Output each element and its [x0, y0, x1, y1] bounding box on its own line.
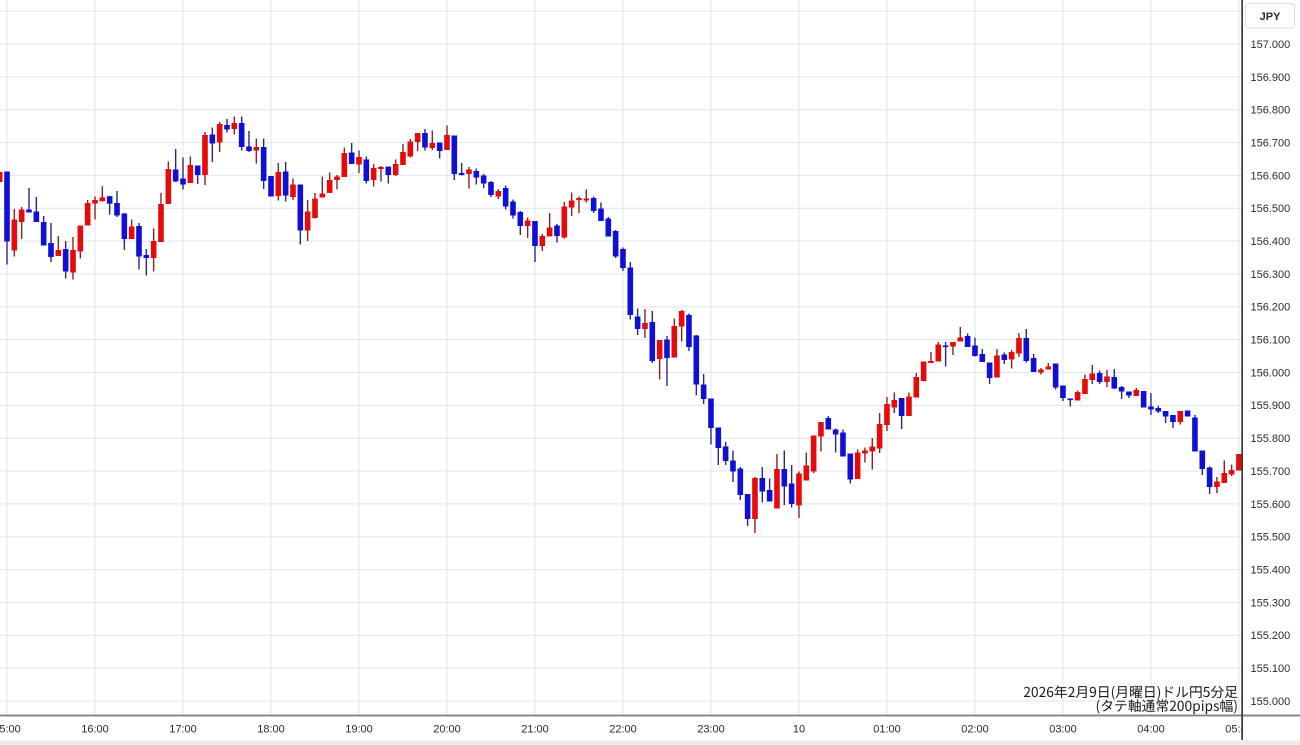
svg-text:156.000: 156.000: [1251, 367, 1291, 379]
svg-text:15:00: 15:00: [0, 723, 21, 735]
svg-text:22:00: 22:00: [609, 723, 637, 735]
svg-text:155.700: 155.700: [1251, 466, 1291, 478]
svg-text:155.200: 155.200: [1251, 630, 1291, 642]
svg-text:21:00: 21:00: [521, 723, 549, 735]
svg-text:156.500: 156.500: [1251, 203, 1291, 215]
svg-text:155.400: 155.400: [1251, 565, 1291, 577]
svg-text:23:00: 23:00: [697, 723, 725, 735]
svg-text:18:00: 18:00: [257, 723, 285, 735]
svg-text:155.900: 155.900: [1251, 400, 1291, 412]
svg-text:04:00: 04:00: [1137, 723, 1165, 735]
svg-text:03:00: 03:00: [1049, 723, 1077, 735]
svg-text:157.000: 157.000: [1251, 39, 1291, 51]
svg-text:155.500: 155.500: [1251, 532, 1291, 544]
svg-text:JPY: JPY: [1260, 11, 1281, 23]
svg-text:156.800: 156.800: [1251, 105, 1291, 117]
svg-text:156.200: 156.200: [1251, 302, 1291, 314]
svg-text:10: 10: [793, 723, 805, 735]
svg-text:156.300: 156.300: [1251, 269, 1291, 281]
svg-text:155.000: 155.000: [1251, 696, 1291, 708]
svg-text:156.600: 156.600: [1251, 170, 1291, 182]
svg-text:155.300: 155.300: [1251, 597, 1291, 609]
svg-text:20:00: 20:00: [433, 723, 461, 735]
svg-text:155.600: 155.600: [1251, 499, 1291, 511]
svg-text:155.100: 155.100: [1251, 663, 1291, 675]
svg-text:155.800: 155.800: [1251, 433, 1291, 445]
svg-text:156.100: 156.100: [1251, 335, 1291, 347]
svg-text:02:00: 02:00: [961, 723, 989, 735]
svg-text:01:00: 01:00: [873, 723, 901, 735]
svg-text:156.900: 156.900: [1251, 72, 1291, 84]
svg-text:16:00: 16:00: [81, 723, 109, 735]
svg-text:05:00: 05:00: [1225, 723, 1253, 735]
svg-text:156.400: 156.400: [1251, 236, 1291, 248]
svg-text:17:00: 17:00: [169, 723, 197, 735]
svg-text:19:00: 19:00: [345, 723, 373, 735]
svg-text:156.700: 156.700: [1251, 138, 1291, 150]
